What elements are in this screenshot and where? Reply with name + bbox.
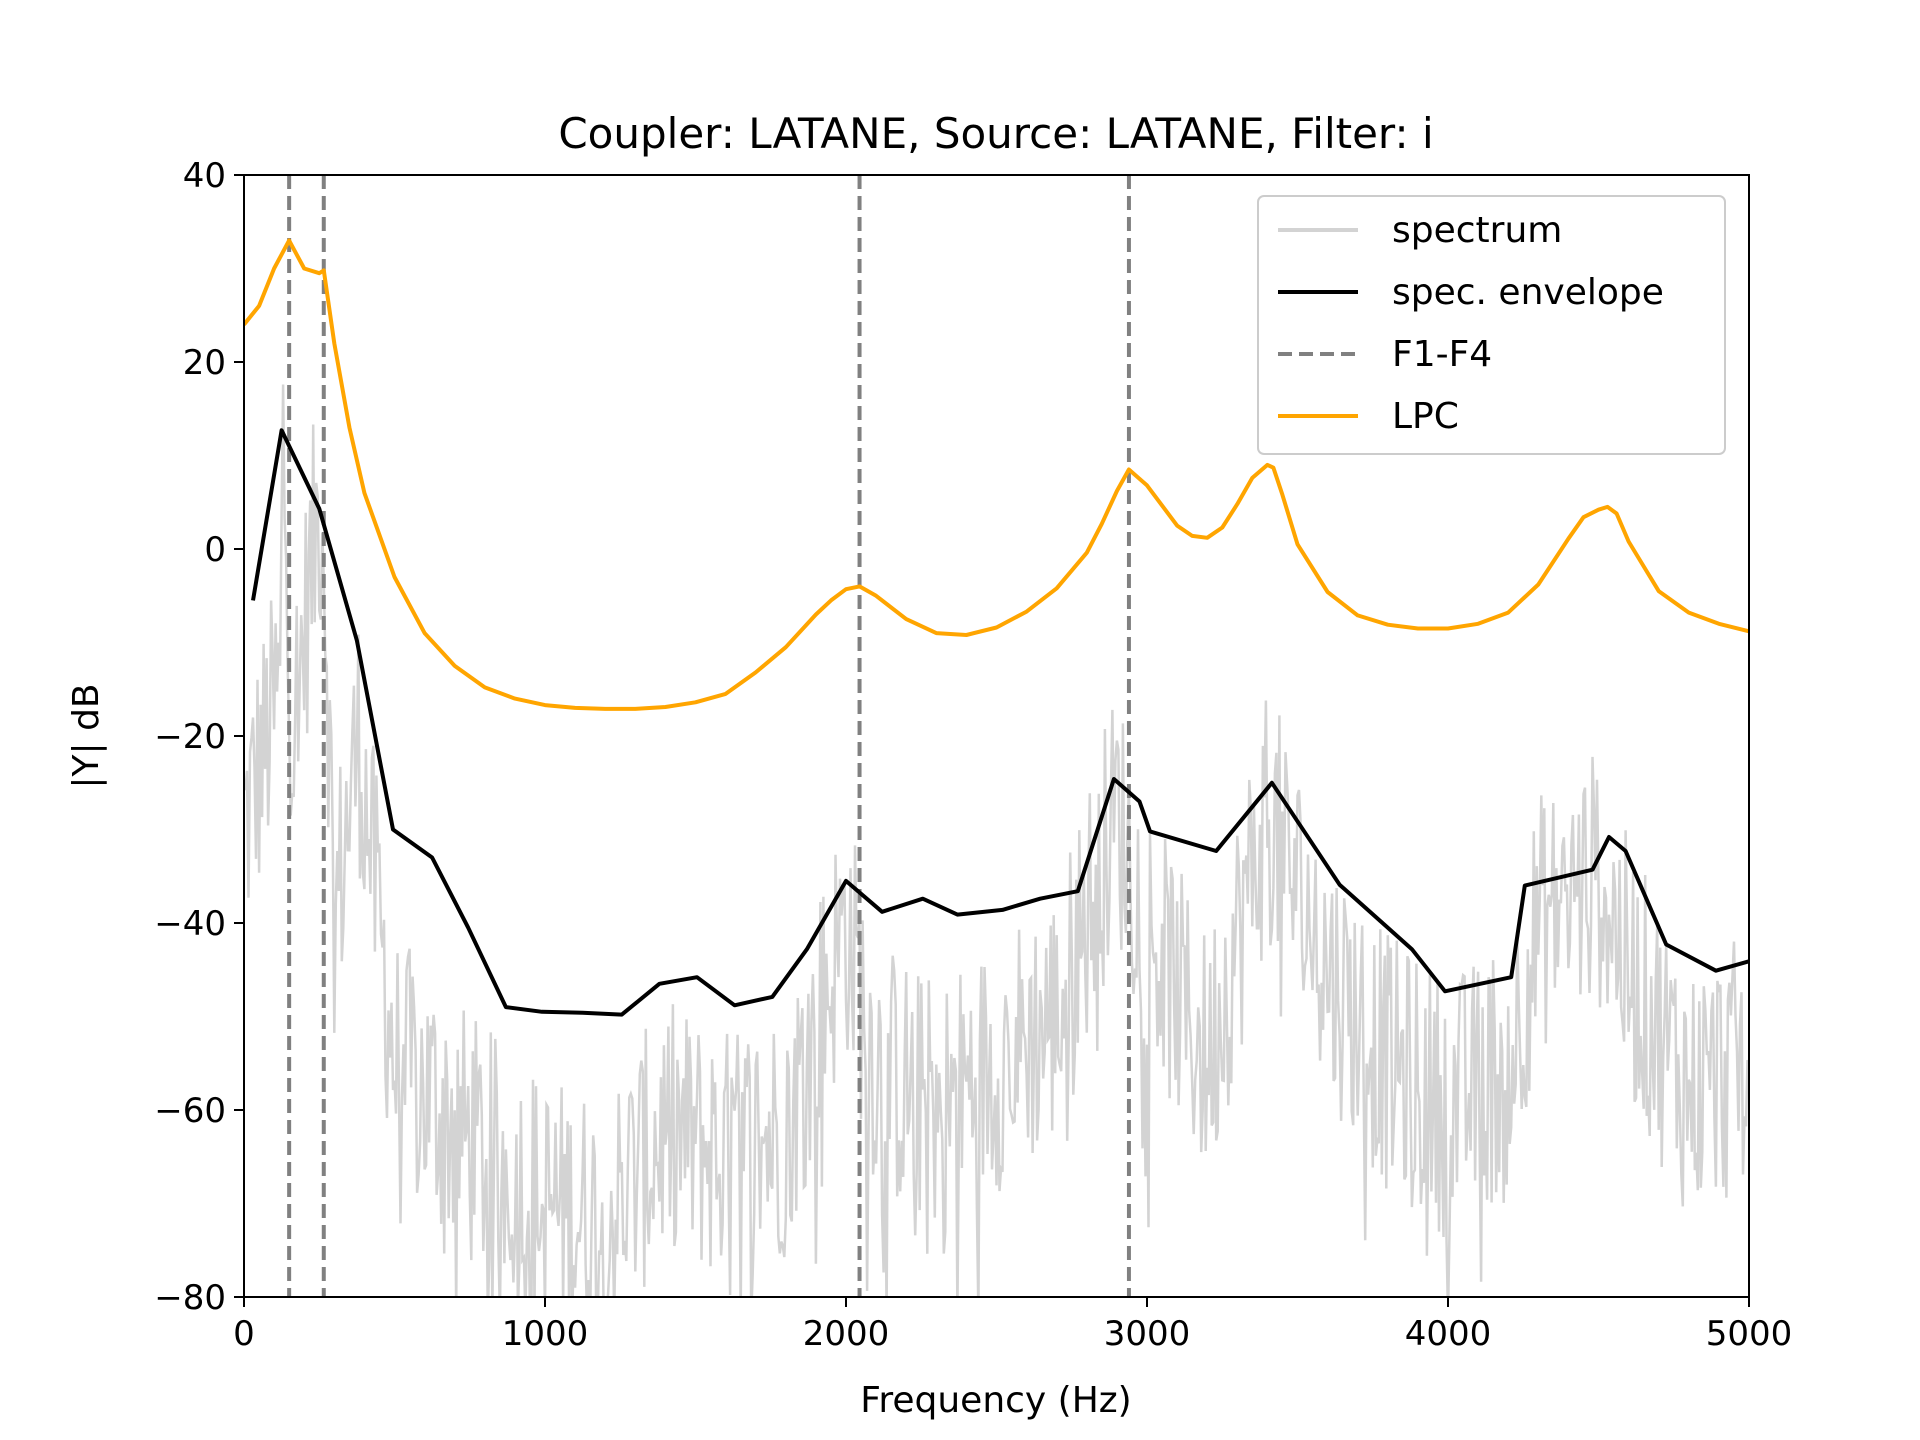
y-axis-label: |Y| dB bbox=[66, 683, 107, 788]
y-tick-label: −20 bbox=[154, 717, 226, 757]
spectrum-layer bbox=[244, 384, 1749, 1297]
series-lines bbox=[244, 238, 1749, 1017]
legend-label: F1-F4 bbox=[1392, 334, 1492, 375]
x-tick-label: 2000 bbox=[803, 1314, 890, 1354]
legend-box bbox=[1257, 195, 1726, 455]
x-axis-ticks: 0 1000 2000 3000 4000 5000 bbox=[233, 1297, 1792, 1354]
legend-label: LPC bbox=[1392, 396, 1459, 437]
y-axis-ticks: −80 −60 −40 −20 0 20 40 bbox=[154, 156, 244, 1318]
plot-area bbox=[244, 175, 1749, 1297]
chart-title: Coupler: LATANE, Source: LATANE, Filter:… bbox=[558, 109, 1433, 158]
spectrum-line bbox=[244, 384, 1749, 1297]
envelope-line bbox=[251, 428, 1749, 1017]
legend-label: spectrum bbox=[1392, 210, 1562, 251]
y-tick-label: 40 bbox=[183, 156, 226, 196]
legend-label: spec. envelope bbox=[1392, 272, 1664, 313]
y-tick-label: −40 bbox=[154, 904, 226, 944]
formant-lines bbox=[287, 175, 1131, 1297]
x-tick-label: 4000 bbox=[1405, 1314, 1492, 1354]
x-tick-label: 1000 bbox=[502, 1314, 589, 1354]
x-tick-label: 0 bbox=[233, 1314, 255, 1354]
x-tick-label: 5000 bbox=[1706, 1314, 1793, 1354]
legend: spectrum spec. envelope F1-F4 LPC bbox=[1257, 195, 1726, 455]
x-axis-label: Frequency (Hz) bbox=[860, 1380, 1131, 1421]
y-tick-label: −60 bbox=[154, 1091, 226, 1131]
y-tick-label: 20 bbox=[183, 343, 226, 383]
y-tick-label: −80 bbox=[154, 1278, 226, 1318]
x-tick-label: 3000 bbox=[1104, 1314, 1191, 1354]
y-tick-label: 0 bbox=[204, 530, 226, 570]
lpc-line bbox=[244, 238, 1749, 711]
